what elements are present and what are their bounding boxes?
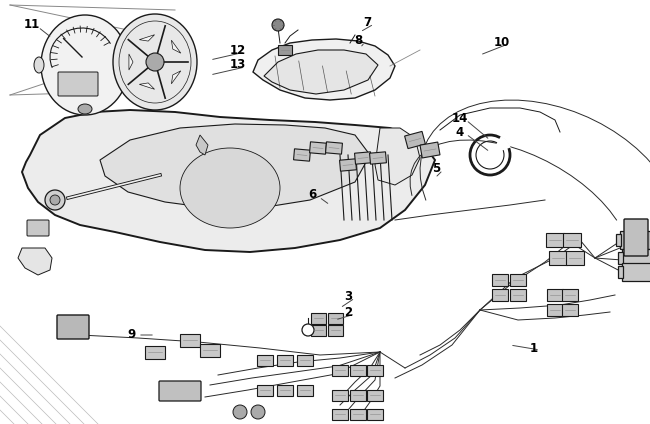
Polygon shape xyxy=(253,39,395,100)
Text: 11: 11 xyxy=(24,19,40,31)
Bar xyxy=(370,152,387,164)
Bar xyxy=(420,142,440,158)
Polygon shape xyxy=(172,40,181,53)
Bar xyxy=(200,343,220,357)
Text: 8: 8 xyxy=(354,33,362,47)
Text: 10: 10 xyxy=(494,36,510,48)
Bar xyxy=(339,159,356,171)
Text: 4: 4 xyxy=(456,126,464,139)
Circle shape xyxy=(251,405,265,419)
Text: 9: 9 xyxy=(128,329,136,341)
Wedge shape xyxy=(490,136,511,155)
Bar xyxy=(278,45,292,55)
Bar xyxy=(328,324,343,335)
Bar xyxy=(618,266,623,278)
Bar xyxy=(547,289,563,301)
Bar xyxy=(562,289,578,301)
Bar xyxy=(566,251,584,265)
Text: 1: 1 xyxy=(530,341,538,354)
Bar xyxy=(328,312,343,324)
Bar xyxy=(332,365,348,376)
Text: 14: 14 xyxy=(452,112,468,125)
Polygon shape xyxy=(129,54,133,70)
Bar xyxy=(180,334,200,346)
Circle shape xyxy=(233,405,247,419)
Bar xyxy=(277,385,293,396)
Circle shape xyxy=(272,19,284,31)
Bar xyxy=(367,390,383,401)
Bar xyxy=(257,385,273,396)
Bar xyxy=(367,408,383,419)
Circle shape xyxy=(146,53,164,71)
Bar xyxy=(332,390,348,401)
Bar xyxy=(350,408,366,419)
Ellipse shape xyxy=(34,57,44,73)
Ellipse shape xyxy=(41,15,129,115)
FancyBboxPatch shape xyxy=(624,219,648,256)
Bar xyxy=(277,354,293,365)
Text: 5: 5 xyxy=(432,162,440,175)
Bar xyxy=(145,346,165,359)
Bar xyxy=(354,152,371,164)
Text: 3: 3 xyxy=(344,290,352,302)
Polygon shape xyxy=(196,135,208,155)
Polygon shape xyxy=(172,71,181,84)
Circle shape xyxy=(45,190,65,210)
Polygon shape xyxy=(100,124,370,208)
FancyBboxPatch shape xyxy=(58,72,98,96)
Bar xyxy=(510,289,526,301)
Ellipse shape xyxy=(126,57,136,73)
Bar xyxy=(257,354,273,365)
Text: 7: 7 xyxy=(363,16,371,28)
Ellipse shape xyxy=(113,14,197,110)
Bar xyxy=(311,324,326,335)
Bar xyxy=(616,234,621,246)
Bar xyxy=(297,385,313,396)
Bar xyxy=(620,231,650,249)
Bar xyxy=(546,233,564,247)
Polygon shape xyxy=(18,248,52,275)
Polygon shape xyxy=(375,128,420,185)
Text: 2: 2 xyxy=(344,306,352,318)
Bar xyxy=(309,142,326,154)
Bar xyxy=(562,304,578,316)
Bar xyxy=(326,142,343,154)
Bar xyxy=(622,263,650,281)
Polygon shape xyxy=(139,35,155,41)
Bar xyxy=(367,365,383,376)
Text: 12: 12 xyxy=(230,44,246,56)
Polygon shape xyxy=(22,110,435,252)
Bar xyxy=(492,274,508,286)
FancyBboxPatch shape xyxy=(159,381,201,401)
Ellipse shape xyxy=(78,104,92,114)
Bar xyxy=(549,251,567,265)
Ellipse shape xyxy=(180,148,280,228)
Bar xyxy=(350,365,366,376)
Bar xyxy=(332,408,348,419)
Bar xyxy=(350,390,366,401)
Text: 6: 6 xyxy=(308,189,316,201)
Circle shape xyxy=(302,324,314,336)
Bar xyxy=(404,131,425,148)
Polygon shape xyxy=(139,83,155,89)
Bar xyxy=(618,252,623,264)
Bar xyxy=(294,149,311,161)
Bar xyxy=(563,233,581,247)
FancyBboxPatch shape xyxy=(27,220,49,236)
Bar xyxy=(492,289,508,301)
Bar xyxy=(297,354,313,365)
Bar xyxy=(311,312,326,324)
Bar xyxy=(510,274,526,286)
FancyBboxPatch shape xyxy=(57,315,89,339)
Text: 13: 13 xyxy=(230,59,246,72)
Bar xyxy=(547,304,563,316)
Circle shape xyxy=(50,195,60,205)
Bar xyxy=(622,249,650,267)
Polygon shape xyxy=(264,50,378,94)
